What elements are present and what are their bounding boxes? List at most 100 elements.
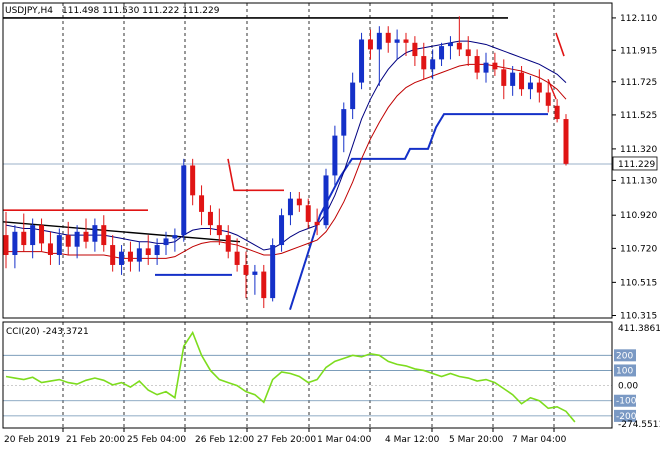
candle-body — [421, 56, 427, 70]
candle — [536, 69, 542, 103]
price-tick-label: 110.720 — [620, 244, 657, 254]
candle — [545, 82, 551, 113]
candle-body — [21, 231, 27, 246]
candle-body — [199, 195, 205, 212]
candle-body — [563, 119, 569, 164]
candle-body — [83, 231, 89, 242]
candle-body — [190, 165, 196, 196]
candle-body — [181, 165, 187, 236]
candle — [252, 264, 258, 295]
level-lines — [2, 17, 612, 311]
candle — [207, 205, 213, 236]
cci-panel — [3, 330, 612, 423]
candle — [359, 32, 365, 90]
candle-body — [216, 225, 222, 236]
price-tick-label: 111.130 — [620, 176, 657, 186]
candle — [447, 36, 453, 60]
candle-body — [439, 46, 445, 60]
cci-level-badge — [614, 409, 636, 422]
candle — [527, 75, 533, 100]
candle-body — [350, 82, 356, 110]
candle-body — [110, 245, 116, 265]
current-price-label: 111.229 — [618, 160, 655, 170]
red-short-line — [547, 79, 557, 100]
candle — [163, 231, 169, 255]
candle-body — [430, 59, 436, 70]
cci-tick-label: -200 — [616, 412, 637, 422]
moving-averages — [5, 40, 567, 259]
candle-body — [234, 251, 240, 265]
candle — [439, 42, 445, 66]
candle — [270, 238, 276, 302]
candle-body — [296, 198, 302, 206]
candle — [367, 29, 373, 60]
candle — [74, 225, 80, 259]
candle — [519, 66, 525, 96]
candle — [65, 221, 71, 255]
cci-tick-label: 0.00 — [618, 382, 638, 392]
candle-body — [510, 72, 516, 86]
candle — [136, 241, 142, 272]
candle-body — [225, 235, 231, 252]
candle — [92, 218, 98, 252]
trailing-stop-line — [289, 113, 548, 311]
candle — [56, 228, 62, 265]
candle-body — [163, 238, 169, 246]
candle — [492, 52, 498, 76]
cci-level-badge — [614, 349, 636, 362]
candle — [110, 235, 116, 272]
candle — [421, 42, 427, 80]
price-tick-label: 112.110 — [620, 14, 657, 24]
candle-body — [376, 32, 382, 50]
candle — [119, 245, 125, 275]
price-tick-label: 110.920 — [620, 211, 657, 221]
candle — [341, 102, 347, 153]
candle — [145, 235, 151, 265]
time-tick-label: 25 Feb 04:00 — [127, 435, 186, 445]
current-price-badge — [612, 156, 658, 171]
price-tick-label: 110.315 — [620, 312, 657, 322]
symbol-label: USDJPY,H4 — [5, 6, 53, 16]
candle — [474, 49, 480, 80]
candle-body — [341, 109, 347, 136]
time-tick-label: 21 Feb 20:00 — [66, 435, 125, 445]
candle — [12, 225, 18, 269]
ohlc-label: 111.498 111.530 111.222 111.229 — [62, 6, 220, 16]
candle — [216, 208, 222, 246]
candle-body — [332, 135, 338, 176]
price-tick-label: 110.515 — [620, 278, 657, 288]
cci-panel-frame — [2, 321, 613, 429]
ma-slow-line — [6, 63, 567, 259]
cci-level-badge — [614, 364, 636, 377]
candle — [323, 168, 329, 229]
candle — [279, 208, 285, 252]
candle-body — [47, 243, 53, 255]
candle-body — [154, 245, 160, 255]
time-tick-label: 1 Mar 04:00 — [317, 435, 372, 445]
candle-body — [314, 221, 320, 226]
candle-body — [456, 42, 462, 50]
candle — [385, 26, 391, 53]
candle — [261, 264, 267, 309]
candle — [3, 211, 9, 269]
candle-body — [270, 245, 276, 299]
candle-body — [65, 235, 71, 247]
candle-body — [119, 251, 125, 265]
cci-tick-label: -100 — [616, 397, 637, 407]
candle-body — [554, 105, 560, 120]
candle-body — [492, 62, 498, 70]
candle-body — [12, 231, 18, 255]
candle-body — [136, 248, 142, 262]
candle-body — [39, 225, 45, 244]
ma-fast-line — [5, 40, 567, 251]
candle — [483, 52, 489, 83]
candle-body — [536, 82, 542, 93]
red-arrow-line — [555, 32, 565, 57]
cci-tick-label: 100 — [616, 366, 633, 376]
candle-body — [145, 248, 151, 255]
candle — [430, 49, 436, 80]
axis-labels: 112.110 111.915 111.725 111.525 111.320 111.1… — [4, 14, 660, 445]
candle-body — [261, 271, 267, 299]
time-tick-label: 7 Mar 04:00 — [512, 435, 567, 445]
